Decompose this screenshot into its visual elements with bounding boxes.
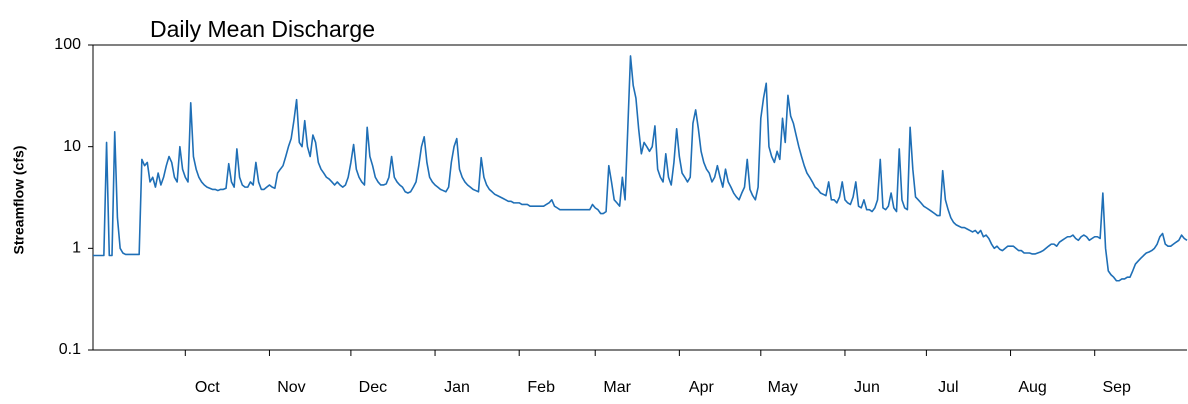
x-tick-label: Jan bbox=[444, 379, 470, 396]
discharge-line bbox=[93, 55, 1188, 282]
x-tick-label: Dec bbox=[359, 379, 387, 396]
x-tick-label: Jul bbox=[938, 379, 958, 396]
chart-title: Daily Mean Discharge bbox=[150, 16, 375, 42]
x-tick-label: Jun bbox=[854, 379, 880, 396]
y-tick-label: 100 bbox=[54, 36, 81, 53]
x-tick-label: Nov bbox=[277, 379, 305, 396]
x-tick-label: Mar bbox=[603, 379, 631, 396]
y-tick-label: 0.1 bbox=[59, 341, 81, 358]
y-tick-label: 10 bbox=[63, 138, 81, 155]
y-axis-label: Streamflow (cfs) bbox=[11, 146, 27, 255]
x-tick-label: Aug bbox=[1018, 379, 1046, 396]
y-tick-label: 1 bbox=[72, 240, 81, 257]
x-tick-label: Sep bbox=[1102, 379, 1131, 396]
x-tick-label: Feb bbox=[527, 379, 555, 396]
x-tick-label: Oct bbox=[195, 379, 220, 396]
x-tick-label: Apr bbox=[689, 379, 715, 396]
x-tick-label: May bbox=[768, 379, 798, 396]
